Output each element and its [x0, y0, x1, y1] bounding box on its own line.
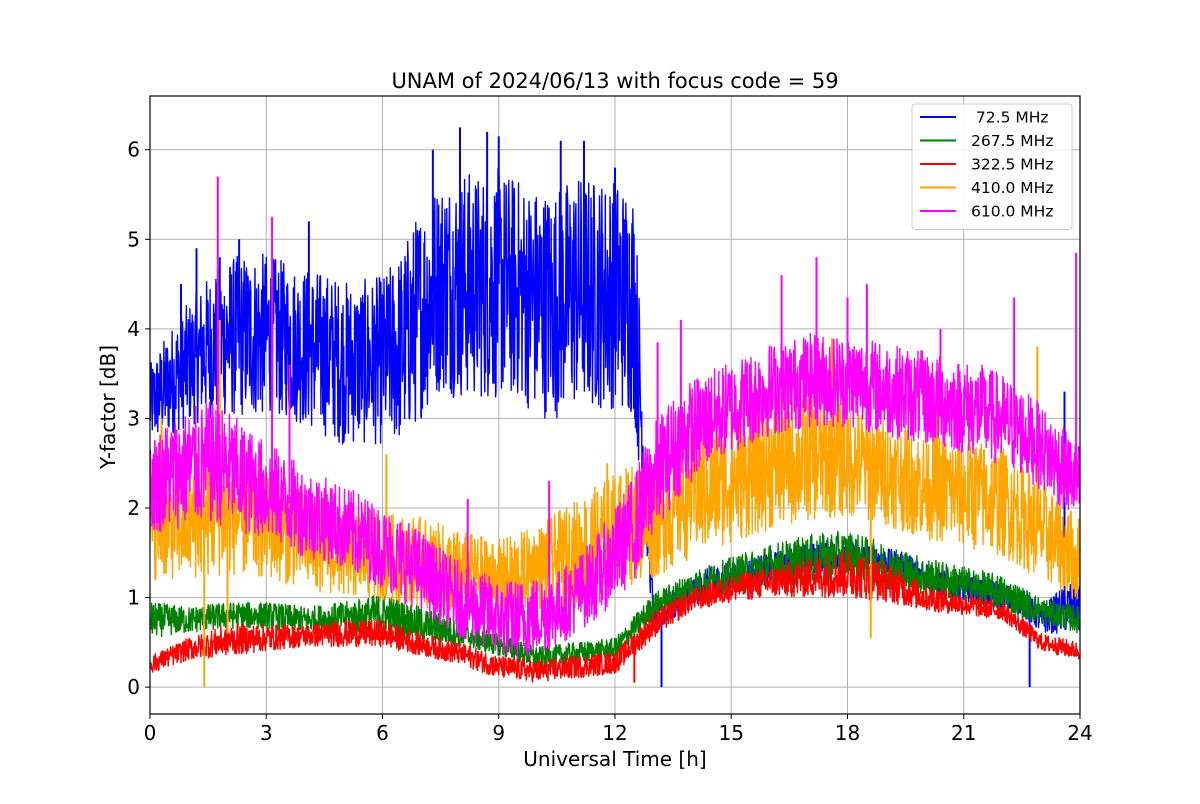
y-tick-label: 5	[127, 227, 140, 251]
x-tick-label: 24	[1067, 721, 1092, 745]
x-tick-label: 0	[144, 721, 157, 745]
legend-label: 322.5 MHz	[971, 156, 1053, 174]
series-line	[150, 396, 1080, 616]
x-tick-label: 18	[835, 721, 860, 745]
y-tick-label: 6	[127, 138, 140, 162]
legend-label: 610.0 MHz	[971, 203, 1053, 221]
legend-label: 267.5 MHz	[971, 132, 1053, 150]
x-tick-label: 9	[492, 721, 505, 745]
x-tick-label: 21	[951, 721, 976, 745]
series-line	[150, 548, 1080, 683]
y-axis: 0 1 2 3 4 5 6	[127, 138, 150, 699]
x-tick-label: 3	[260, 721, 273, 745]
x-tick-label: 15	[719, 721, 744, 745]
series-2	[150, 530, 1080, 669]
chart-title: UNAM of 2024/06/13 with focus code = 59	[391, 69, 838, 93]
series-3	[150, 548, 1080, 683]
legend-box	[911, 103, 1073, 230]
y-tick-label: 4	[127, 317, 140, 341]
legend: 72.5 MHz 267.5 MHz 322.5 MHz 410.0 MHz 610.0…	[911, 103, 1073, 230]
x-tick-label: 12	[602, 721, 627, 745]
y-tick-label: 0	[127, 675, 140, 699]
x-tick-label: 6	[376, 721, 389, 745]
plot-area	[150, 127, 1080, 688]
series-5	[150, 176, 1080, 660]
x-axis-label: Universal Time [h]	[523, 747, 706, 771]
y-tick-label: 2	[127, 496, 140, 520]
y-tick-label: 3	[127, 406, 140, 430]
legend-label: 72.5 MHz	[971, 109, 1049, 127]
series-line	[150, 333, 1080, 660]
series-line	[150, 530, 1080, 669]
x-axis: 0 3 6 9 12 15 18 21 24	[144, 714, 1093, 745]
y-tick-label: 1	[127, 586, 140, 610]
y-axis-label: Y-factor [dB]	[96, 345, 120, 470]
series-1	[150, 127, 1080, 688]
legend-label: 410.0 MHz	[971, 179, 1053, 197]
